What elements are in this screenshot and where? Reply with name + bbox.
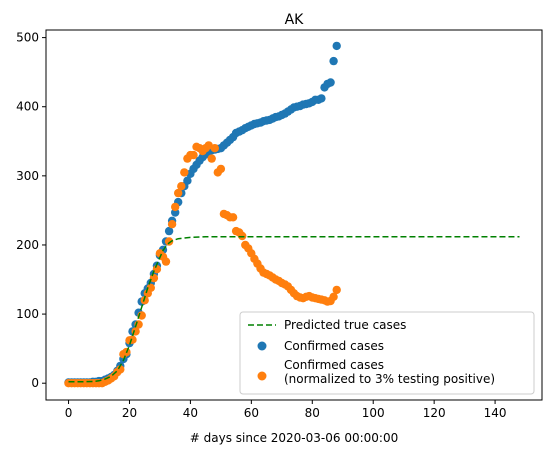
normalized-point bbox=[210, 144, 219, 153]
normalized-point bbox=[207, 154, 216, 163]
legend-label: Confirmed cases bbox=[284, 339, 384, 353]
x-tick-label: 120 bbox=[423, 406, 446, 420]
plot-frame bbox=[45, 29, 543, 401]
normalized-point bbox=[167, 220, 177, 229]
legend-label: Confirmed cases (normalized to 3% testing… bbox=[284, 358, 495, 386]
legend-label: Predicted true cases bbox=[284, 318, 406, 332]
normalized-point bbox=[116, 365, 125, 374]
normalized-point bbox=[149, 273, 159, 283]
normalized-point bbox=[146, 283, 155, 292]
normalized-point bbox=[171, 202, 180, 212]
y-tick-label: 0 bbox=[31, 376, 39, 390]
y-tick-label: 400 bbox=[16, 100, 39, 114]
normalized-point bbox=[180, 168, 189, 177]
confirmed-point bbox=[326, 78, 335, 87]
normalized-series bbox=[64, 141, 341, 388]
normalized-point bbox=[152, 265, 162, 274]
normalized-point bbox=[189, 150, 198, 160]
plot-marks bbox=[64, 41, 520, 388]
x-tick-label: 20 bbox=[122, 406, 137, 420]
y-tick-label: 100 bbox=[16, 307, 39, 321]
y-tick-label: 200 bbox=[16, 238, 39, 252]
y-tick-label: 300 bbox=[16, 169, 39, 183]
x-tick-label: 80 bbox=[305, 406, 320, 420]
y-tick-label: 500 bbox=[16, 31, 39, 45]
normalized-point bbox=[332, 285, 341, 295]
predicted-line bbox=[68, 235, 520, 383]
x-tick-label: 0 bbox=[65, 406, 73, 420]
x-axis: 0 20 40 60 80 100 120 140 bbox=[65, 400, 507, 420]
normalized-point bbox=[140, 296, 149, 305]
x-tick-label: 140 bbox=[484, 406, 507, 420]
confirmed-point bbox=[317, 94, 326, 103]
normalized-point bbox=[329, 292, 338, 301]
chart-title: AK bbox=[285, 12, 305, 28]
x-tick-label: 60 bbox=[244, 406, 259, 420]
normalized-point bbox=[228, 213, 238, 222]
legend-marker-confirmed bbox=[257, 341, 267, 351]
legend-marker-normalized bbox=[257, 371, 267, 381]
confirmed-point bbox=[183, 176, 192, 185]
x-tick-label: 100 bbox=[362, 406, 385, 420]
normalized-point bbox=[164, 237, 174, 246]
confirmed-point bbox=[164, 226, 174, 236]
normalized-point bbox=[177, 182, 186, 191]
confirmed-point bbox=[329, 56, 338, 66]
normalized-point bbox=[216, 164, 226, 174]
x-tick-label: 40 bbox=[183, 406, 198, 420]
x-axis-label: # days since 2020-03-06 00:00:00 bbox=[190, 431, 398, 445]
legend: Predicted true cases Confirmed cases Confi… bbox=[239, 311, 535, 395]
y-axis: 0 100 200 300 400 500 bbox=[16, 31, 46, 390]
legend-box bbox=[239, 311, 535, 395]
normalized-point bbox=[174, 188, 183, 198]
normalized-point bbox=[161, 257, 171, 266]
confirmed-point bbox=[332, 41, 341, 51]
